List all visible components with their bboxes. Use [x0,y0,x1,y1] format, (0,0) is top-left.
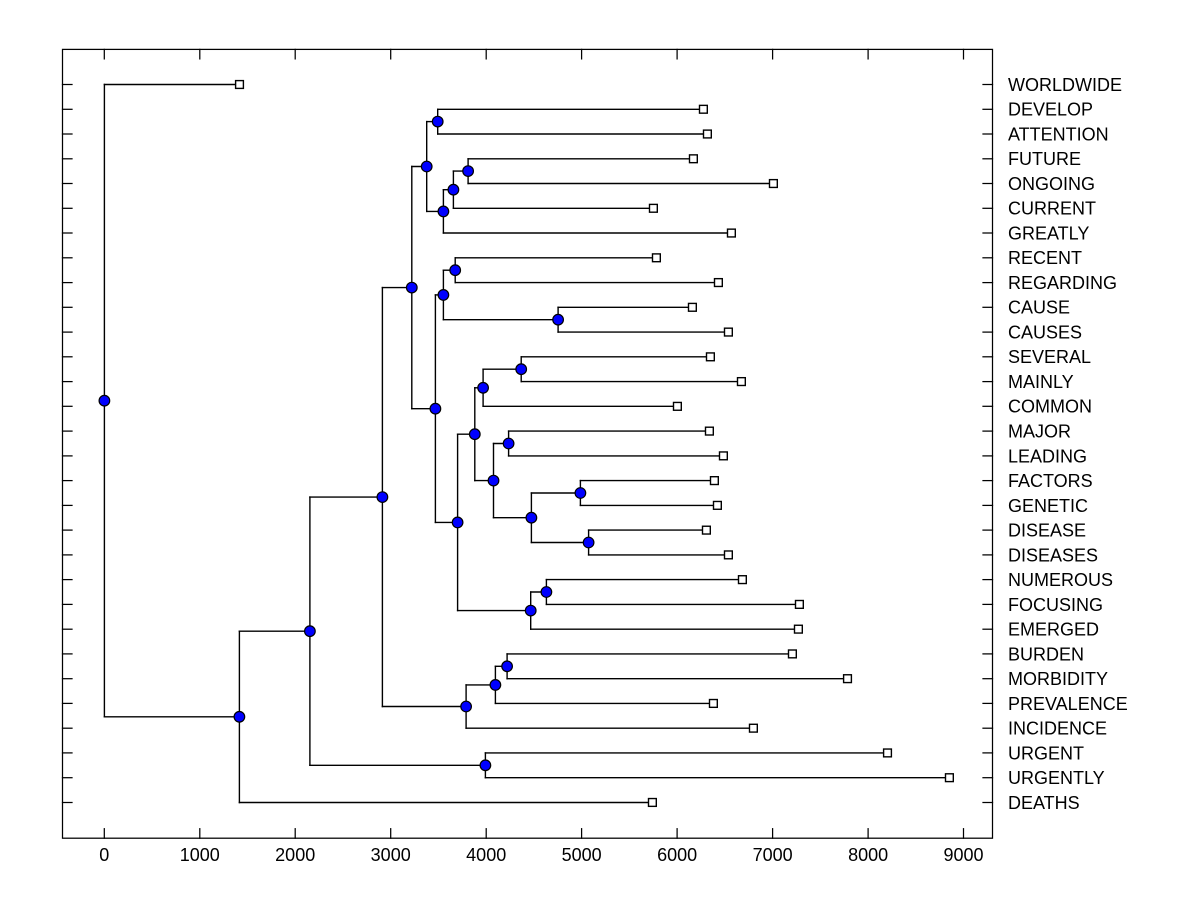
svg-text:CAUSES: CAUSES [1008,323,1082,343]
svg-text:ATTENTION: ATTENTION [1008,124,1109,144]
svg-text:DEATHS: DEATHS [1008,793,1080,813]
svg-text:5000: 5000 [562,845,602,865]
svg-text:INCIDENCE: INCIDENCE [1008,719,1107,739]
svg-text:8000: 8000 [848,845,888,865]
svg-text:GREATLY: GREATLY [1008,223,1089,243]
svg-text:1000: 1000 [180,845,220,865]
svg-text:SEVERAL: SEVERAL [1008,347,1091,367]
svg-text:FACTORS: FACTORS [1008,471,1093,491]
svg-text:ONGOING: ONGOING [1008,174,1095,194]
svg-text:EMERGED: EMERGED [1008,620,1099,640]
svg-text:URGENTLY: URGENTLY [1008,768,1105,788]
svg-text:RECENT: RECENT [1008,248,1082,268]
svg-text:DISEASE: DISEASE [1008,521,1086,541]
svg-text:PREVALENCE: PREVALENCE [1008,694,1128,714]
svg-text:0: 0 [99,845,109,865]
svg-text:BURDEN: BURDEN [1008,644,1084,664]
svg-text:3000: 3000 [371,845,411,865]
svg-text:7000: 7000 [753,845,793,865]
svg-text:9000: 9000 [943,845,983,865]
svg-text:GENETIC: GENETIC [1008,496,1088,516]
svg-text:COMMON: COMMON [1008,397,1092,417]
svg-text:WORLDWIDE: WORLDWIDE [1008,75,1122,95]
svg-text:REGARDING: REGARDING [1008,273,1117,293]
svg-text:MAINLY: MAINLY [1008,372,1074,392]
svg-text:NUMEROUS: NUMEROUS [1008,570,1113,590]
svg-text:CAUSE: CAUSE [1008,298,1070,318]
svg-text:MAJOR: MAJOR [1008,422,1071,442]
svg-text:URGENT: URGENT [1008,743,1084,763]
svg-text:FOCUSING: FOCUSING [1008,595,1103,615]
svg-text:6000: 6000 [657,845,697,865]
svg-text:4000: 4000 [466,845,506,865]
svg-text:LEADING: LEADING [1008,446,1087,466]
svg-text:DISEASES: DISEASES [1008,545,1098,565]
svg-text:MORBIDITY: MORBIDITY [1008,669,1108,689]
svg-text:DEVELOP: DEVELOP [1008,100,1093,120]
svg-text:CURRENT: CURRENT [1008,199,1096,219]
svg-text:2000: 2000 [275,845,315,865]
svg-text:FUTURE: FUTURE [1008,149,1081,169]
